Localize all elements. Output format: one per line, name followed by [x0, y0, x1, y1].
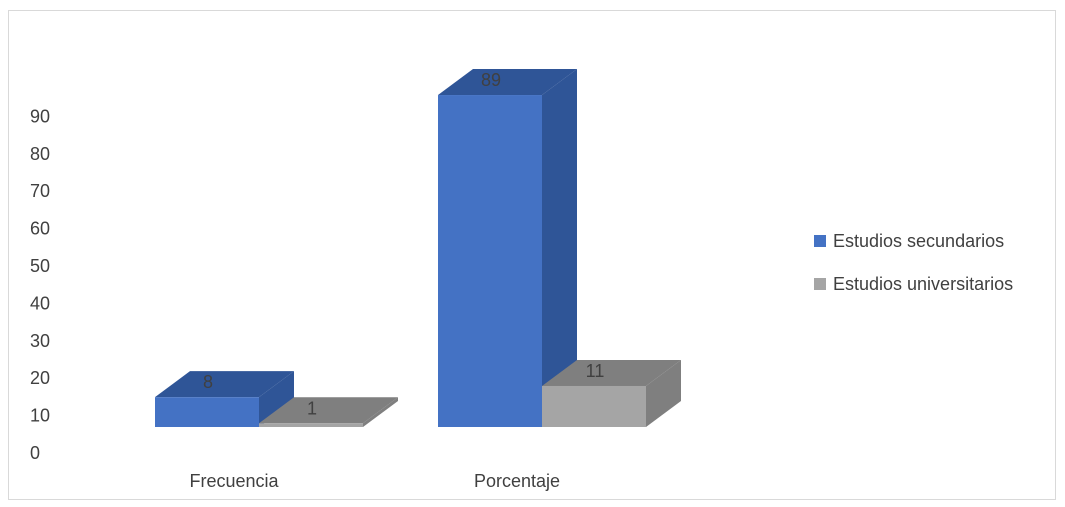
legend-item-secundarios[interactable]: Estudios secundarios — [814, 231, 1004, 251]
bars — [155, 69, 681, 427]
y-tick-label: 20 — [30, 368, 50, 388]
y-tick-label: 70 — [30, 181, 50, 201]
x-axis-categories: Frecuencia Porcentaje — [189, 471, 560, 491]
data-label: 89 — [481, 70, 501, 90]
bar-top-face — [155, 371, 294, 398]
bar-top-face — [542, 359, 681, 386]
y-tick-label: 30 — [30, 331, 50, 351]
data-label: 8 — [203, 372, 213, 392]
y-tick-label: 0 — [30, 443, 40, 463]
legend[interactable]: Estudios secundarios Estudios universitar… — [814, 231, 1013, 294]
y-tick-label: 40 — [30, 293, 50, 313]
data-label: 1 — [307, 398, 317, 418]
bar-universitarios-porcentaje — [542, 359, 681, 427]
legend-item-universitarios[interactable]: Estudios universitarios — [814, 274, 1013, 294]
bar-secundarios-porcentaje — [438, 69, 577, 427]
y-tick-label: 60 — [30, 219, 50, 239]
legend-label: Estudios secundarios — [833, 231, 1004, 251]
y-tick-label: 10 — [30, 406, 50, 426]
y-axis-ticks: 0 10 20 30 40 50 60 70 80 90 — [30, 106, 50, 463]
bar-front-face — [542, 385, 646, 427]
bar-side-face — [646, 359, 681, 427]
bar-front-face — [155, 397, 259, 427]
bar-top-face — [259, 397, 398, 424]
y-tick-label: 80 — [30, 144, 50, 164]
data-label: 11 — [586, 361, 605, 381]
bar-top-face — [438, 69, 577, 96]
y-tick-label: 50 — [30, 256, 50, 276]
bar-side-face — [542, 69, 577, 427]
bar-side-face — [259, 371, 294, 427]
bar-universitarios-frecuencia — [259, 397, 398, 427]
legend-swatch — [814, 235, 826, 247]
data-labels: 8 1 89 11 — [203, 70, 604, 418]
x-category-label: Frecuencia — [189, 471, 279, 491]
bar-front-face — [259, 423, 363, 427]
bar-side-face — [363, 397, 398, 427]
legend-label: Estudios universitarios — [833, 274, 1013, 294]
bar-front-face — [438, 95, 542, 427]
y-tick-label: 90 — [30, 106, 50, 126]
bar-secundarios-frecuencia — [155, 371, 294, 427]
x-category-label: Porcentaje — [474, 471, 560, 491]
legend-swatch — [814, 278, 826, 290]
